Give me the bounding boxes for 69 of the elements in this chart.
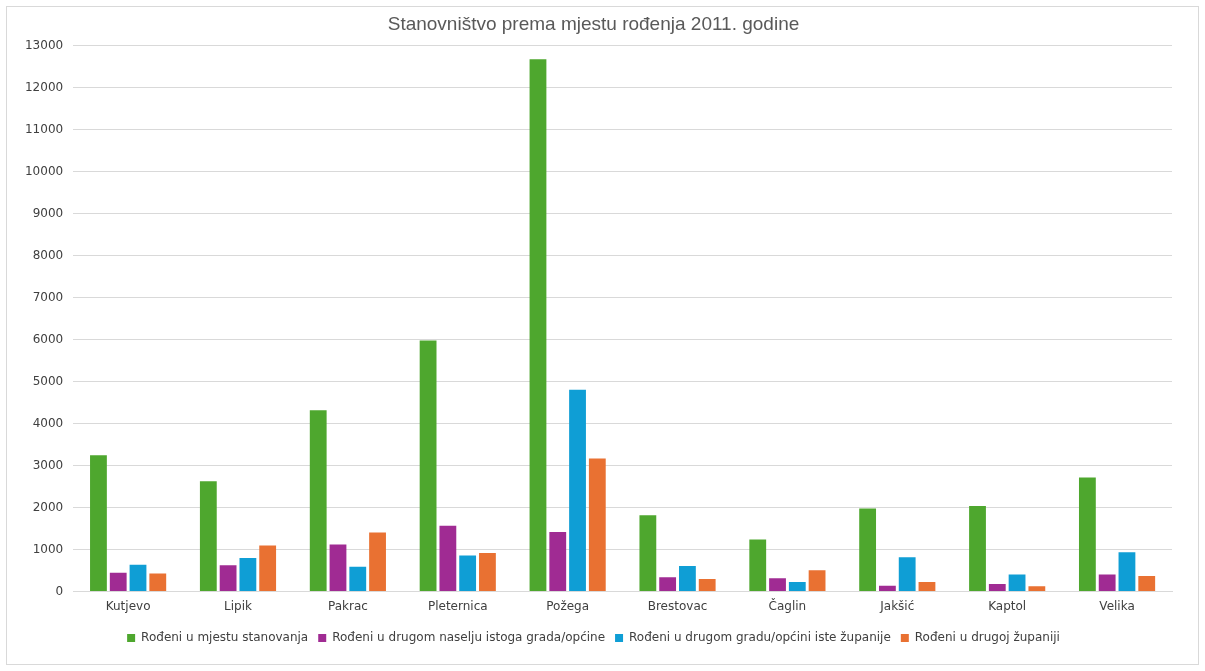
bar: [808, 570, 826, 592]
bar: [918, 581, 936, 592]
bar: [479, 552, 496, 592]
y-tick-label: 6000: [32, 331, 64, 346]
bar: [749, 539, 767, 592]
bar: [309, 410, 327, 592]
x-tick-label: Požega: [546, 598, 590, 613]
bar: [788, 581, 806, 592]
bar: [149, 573, 167, 592]
bar: [349, 566, 367, 592]
bar: [898, 557, 916, 592]
y-tick-label: 0: [55, 583, 64, 598]
y-tick-label: 10000: [24, 163, 64, 178]
bar: [419, 340, 437, 592]
bar: [1008, 574, 1026, 592]
bar: [129, 564, 147, 592]
bar: [639, 515, 657, 592]
bar: [659, 577, 677, 592]
x-tick-label: Jakšić: [879, 598, 915, 613]
y-tick-label: 3000: [32, 457, 64, 472]
bar: [569, 389, 586, 592]
bar: [988, 584, 1006, 592]
y-tick-label: 7000: [32, 289, 64, 304]
x-tick-label: Velika: [1099, 598, 1135, 613]
x-tick-label: Kutjevo: [105, 598, 151, 613]
y-tick-label: 2000: [32, 499, 64, 514]
bar: [1118, 552, 1136, 592]
bar: [459, 555, 477, 592]
y-tick-label: 13000: [24, 37, 64, 52]
bar: [259, 545, 277, 592]
y-tick-label: 4000: [32, 415, 64, 430]
bar: [439, 525, 457, 592]
bar: [109, 572, 127, 592]
legend-label: Rođeni u drugom naselju istoga grada/općine: [332, 630, 606, 645]
bar: [879, 585, 896, 592]
x-tick-label: Čaglin: [768, 597, 807, 613]
bar: [199, 481, 217, 592]
bar: [1138, 576, 1156, 592]
bar: [698, 579, 716, 592]
x-tick-label: Pleternica: [427, 598, 488, 613]
legend-label: Rođeni u drugom gradu/općini iste županije: [629, 630, 891, 645]
y-tick-label: 1000: [32, 541, 64, 556]
bar: [219, 565, 237, 592]
bar: [969, 505, 986, 592]
bar: [329, 544, 347, 592]
bar: [679, 565, 696, 592]
y-tick-label: 12000: [24, 79, 64, 94]
y-tick-label: 5000: [32, 373, 64, 388]
bar: [1098, 574, 1116, 592]
bar: [859, 508, 877, 592]
y-tick-label: 11000: [24, 121, 64, 136]
x-tick-label: Kaptol: [988, 598, 1027, 613]
bar: [769, 578, 786, 592]
bar: [529, 59, 547, 592]
bar: [1078, 477, 1096, 592]
bar: [1028, 586, 1046, 592]
y-tick-label: 9000: [32, 205, 64, 220]
y-tick-label: 8000: [32, 247, 64, 262]
chart-title: Stanovništvo prema mjestu rođenja 2011. godine: [387, 12, 800, 34]
bar: [369, 532, 386, 592]
bar: [549, 531, 567, 592]
x-tick-label: Pakrac: [327, 598, 368, 613]
legend-label: Rođeni u drugoj županiji: [914, 630, 1060, 645]
x-tick-label: Lipik: [224, 598, 253, 613]
bar: [588, 458, 606, 592]
bar: [239, 558, 257, 592]
bar: [90, 455, 107, 592]
x-tick-label: Brestovac: [647, 598, 708, 613]
legend-label: Rođeni u mjestu stanovanja: [141, 630, 309, 645]
